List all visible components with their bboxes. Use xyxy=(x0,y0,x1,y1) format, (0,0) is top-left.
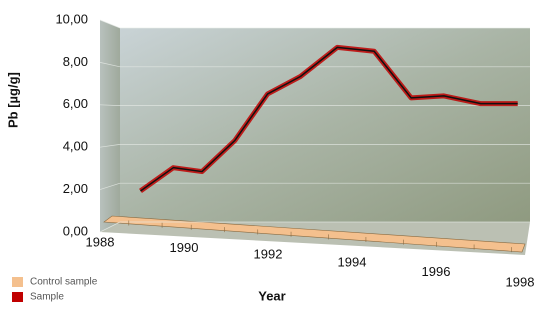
legend-swatch xyxy=(12,292,23,302)
x-tick-label: 1990 xyxy=(170,240,199,255)
x-tick-label: 1996 xyxy=(422,264,451,279)
y-tick-label: 4,00 xyxy=(63,139,88,154)
x-tick-label: 1994 xyxy=(338,255,367,270)
y-tick-label: 0,00 xyxy=(63,223,88,238)
y-tick-label: 2,00 xyxy=(63,181,88,196)
y-tick-label: 10,00 xyxy=(55,11,88,26)
legend-label: Control sample xyxy=(30,277,98,288)
y-tick-label: 6,00 xyxy=(63,96,88,111)
y-axis-label: Pb [µg/g] xyxy=(5,72,20,128)
x-axis-label: Year xyxy=(258,288,285,303)
chart: Pb [µg/g] Year Control sample Sample 0,0… xyxy=(0,0,545,313)
x-tick-label: 1992 xyxy=(254,247,283,262)
legend-swatch xyxy=(12,277,23,287)
y-tick-label: 8,00 xyxy=(63,54,88,69)
floor xyxy=(100,222,530,255)
legend-label: Sample xyxy=(30,292,64,303)
side-wall xyxy=(100,20,120,232)
x-tick-label: 1998 xyxy=(506,274,535,289)
x-tick-label: 1988 xyxy=(86,234,115,249)
